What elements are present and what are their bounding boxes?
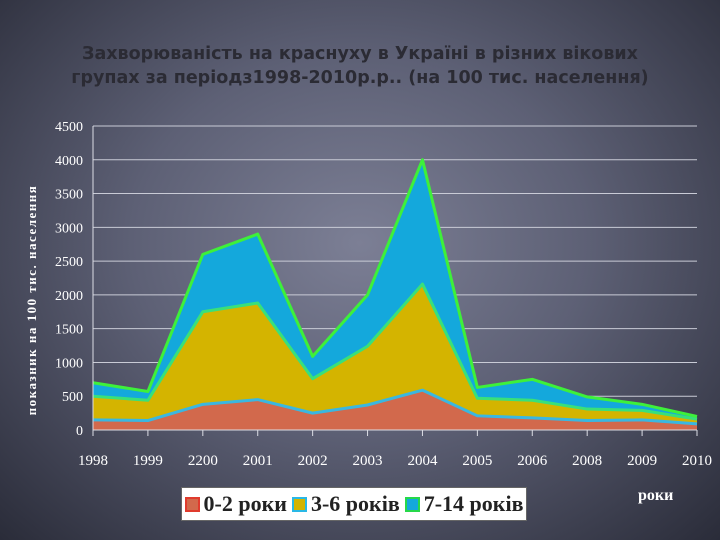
- legend-item-3-6: 3-6 років: [291, 491, 400, 517]
- series-line-2: [92, 158, 698, 418]
- legend-label-0-2: 0-2 роки: [203, 491, 287, 516]
- legend-item-7-14: 7-14 років: [404, 491, 524, 517]
- x-tick-label-1998: 1998: [78, 453, 108, 469]
- x-tick-label-2004: 2004: [407, 453, 438, 469]
- x-tick-label-2003: 2003: [353, 453, 383, 469]
- series-line-0: [92, 388, 698, 426]
- axes: 0 500 1000 1500 2000 2500 3000 3500 4000 4500 1998…: [55, 120, 712, 469]
- legend-label-7-14: 7-14 років: [423, 491, 524, 516]
- y-tick-label-1000: 1000: [55, 356, 83, 371]
- x-tick-label-2009: 2009: [627, 453, 657, 469]
- x-axis-label: роки: [638, 487, 674, 504]
- y-tick-label-2500: 2500: [55, 255, 83, 270]
- area-series-1: [93, 284, 697, 424]
- chart-title-line-2: групах за періодз1998-2010р.р.. (на 100 …: [71, 68, 649, 88]
- area-series-2: [93, 159, 697, 420]
- x-tick-label-2005: 2005: [462, 453, 492, 469]
- chart-title: Захворюваність на краснуху в Україні в р…: [20, 42, 700, 90]
- y-tick-label-500: 500: [62, 390, 83, 405]
- x-tick-label-2006: 2006: [517, 453, 548, 469]
- x-tick-label-2010: 2010: [682, 453, 712, 469]
- y-tick-label-0: 0: [76, 424, 83, 439]
- legend-item-0-2: 0-2 роки: [184, 491, 287, 517]
- legend-swatch-3-6: [291, 496, 307, 512]
- x-tick-label-2002: 2002: [298, 453, 328, 469]
- y-tick-label-3500: 3500: [55, 188, 83, 203]
- series-line-1: [92, 282, 698, 421]
- series-areas: [92, 158, 698, 430]
- y-tick-label-4000: 4000: [55, 154, 83, 169]
- x-tick-label-2200: 2200: [188, 453, 218, 469]
- x-tick-label-1999: 1999: [133, 453, 163, 469]
- chart-title-line-1: Захворюваність на краснуху в Україні в р…: [82, 44, 638, 64]
- area-series-0: [93, 390, 697, 430]
- x-tick-label-2008: 2008: [572, 453, 602, 469]
- x-tick-label-2001: 2001: [243, 453, 273, 469]
- y-tick-label-2000: 2000: [55, 289, 83, 304]
- y-tick-label-1500: 1500: [55, 323, 83, 338]
- y-axis-label: показник на 100 тис. населення: [24, 185, 39, 416]
- legend: 0-2 роки 3-6 років 7-14 років: [181, 487, 527, 521]
- legend-swatch-0-2: [184, 496, 200, 512]
- legend-label-3-6: 3-6 років: [310, 491, 400, 516]
- y-tick-label-3000: 3000: [55, 221, 83, 236]
- legend-swatch-7-14: [404, 496, 420, 512]
- y-tick-label-4500: 4500: [55, 120, 83, 135]
